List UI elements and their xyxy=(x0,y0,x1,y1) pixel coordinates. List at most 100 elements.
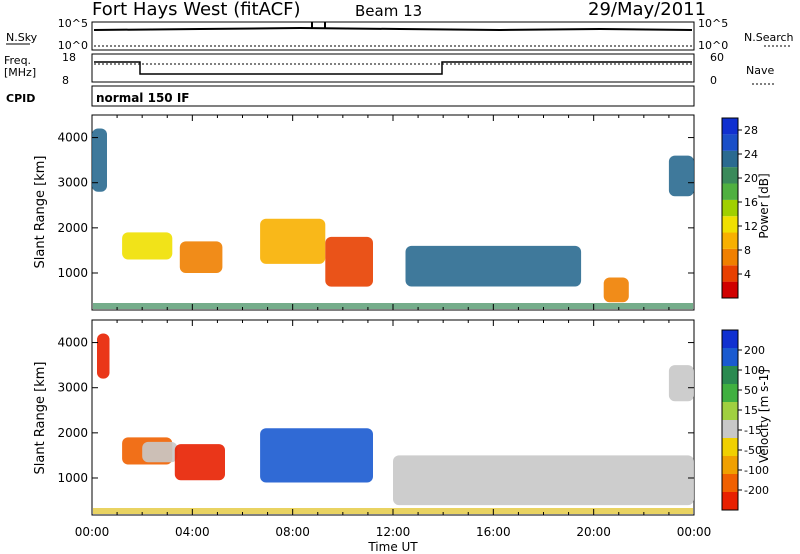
y-tick-label: 3000 xyxy=(57,381,88,395)
colorbar-tick-label: 12 xyxy=(744,220,758,233)
y-tick-label: 1000 xyxy=(57,266,88,280)
x-tick-label: 16:00 xyxy=(476,525,511,539)
colorbar-tick-label: 4 xyxy=(744,268,751,281)
colorbar-swatch xyxy=(722,167,738,184)
colorbar-swatch xyxy=(722,248,738,266)
colorbar-swatch xyxy=(722,183,738,200)
date-label: 29/May/2011 xyxy=(588,0,706,20)
y-tick-label: 3000 xyxy=(57,176,88,190)
x-tick-label: 04:00 xyxy=(175,525,210,539)
colorbar-tick-label: 100 xyxy=(744,364,765,377)
parameter-panels: N.Sky 10^5 10^0 10^5 10^0 N.Search Freq.… xyxy=(4,17,794,107)
colorbar-tick-label: 16 xyxy=(744,196,758,209)
colorbar-tick-label: 28 xyxy=(744,124,758,137)
nsky-trace xyxy=(93,26,693,32)
x-tick-label: 00:00 xyxy=(75,525,110,539)
colorbar-swatch xyxy=(722,420,738,438)
colorbar-tick-label: -15 xyxy=(744,424,762,437)
colorbar-swatch xyxy=(722,199,738,217)
power-panel-frame xyxy=(91,114,695,311)
nsky-panel-frame xyxy=(91,21,695,51)
radar-title: Fort Hays West (fitACF) xyxy=(92,0,301,20)
nsearch-label: N.Search xyxy=(744,31,794,44)
colorbar-swatch xyxy=(722,265,738,282)
cpid-panel-frame xyxy=(91,85,695,107)
cpid-label: CPID xyxy=(6,92,35,105)
colorbar-swatch xyxy=(722,281,738,298)
data-region xyxy=(668,155,694,197)
colorbar-tick-label: 24 xyxy=(744,148,758,161)
freq-tick-bottom: 8 xyxy=(62,74,69,87)
colorbar-swatch xyxy=(722,402,738,420)
colorbar-tick-label: 20 xyxy=(744,172,758,185)
nsky-tick-bottom: 10^0 xyxy=(58,39,88,52)
colorbar-frame xyxy=(721,329,739,511)
freq-trace xyxy=(94,61,692,75)
data-region xyxy=(174,444,225,481)
colorbar-swatch xyxy=(722,474,738,492)
y-tick-label: 4000 xyxy=(57,336,88,350)
nave-label: Nave xyxy=(746,64,774,77)
colorbar-swatch xyxy=(722,134,738,151)
colorbar-tick-label: 15 xyxy=(744,404,758,417)
colorbar-swatch xyxy=(722,366,738,384)
x-tick-label: 12:00 xyxy=(376,525,411,539)
power-colorbar: 4 8 12 16 20 24 28 xyxy=(721,117,758,299)
freq-tick-top: 18 xyxy=(62,51,76,64)
nsearch-tick-bottom: 10^0 xyxy=(698,39,728,52)
data-region xyxy=(393,455,694,506)
colorbar-tick-label: 8 xyxy=(744,244,751,257)
data-region xyxy=(92,128,107,192)
nsky-label: N.Sky xyxy=(6,31,38,44)
colorbar-swatch xyxy=(722,150,738,168)
nave-tick-top: 60 xyxy=(710,51,724,64)
beam-label: Beam 13 xyxy=(355,2,422,20)
freq-unit: [MHz] xyxy=(4,66,36,79)
colorbar-tick-label: 50 xyxy=(744,384,758,397)
data-region xyxy=(603,277,629,303)
y-tick-label: 1000 xyxy=(57,471,88,485)
power-colorbar-label: Power [dB] xyxy=(757,173,771,238)
colorbar-swatch xyxy=(722,456,738,474)
colorbar-tick-label: 200 xyxy=(744,344,765,357)
data-region xyxy=(260,218,326,264)
data-region xyxy=(668,365,694,402)
colorbar-swatch xyxy=(722,216,738,233)
colorbar-swatch xyxy=(722,492,738,510)
cpid-text: normal 150 IF xyxy=(96,91,190,105)
velocity-colorbar: 200 100 50 15 -15 -50 -100 -200 xyxy=(721,329,769,511)
colorbar-tick-label: -50 xyxy=(744,444,762,457)
velocity-ylabel: Slant Range [km] xyxy=(33,362,48,475)
x-tick-label: 00:00 xyxy=(677,525,712,539)
data-region xyxy=(405,245,582,287)
axes: 1000 2000 3000 4000 1000 2000 3000 4000 00:00 04:… xyxy=(57,115,711,539)
freq-label: Freq. xyxy=(4,54,31,67)
x-tick-label: 20:00 xyxy=(576,525,611,539)
x-tick-label: 08:00 xyxy=(275,525,310,539)
data-region xyxy=(179,241,223,273)
colorbar-swatch xyxy=(722,384,738,402)
nsky-tick-top: 10^5 xyxy=(58,17,88,30)
power-ylabel: Slant Range [km] xyxy=(33,156,48,269)
data-region xyxy=(325,236,373,287)
colorbar-swatch xyxy=(722,232,738,249)
y-tick-label: 4000 xyxy=(57,131,88,145)
y-tick-label: 2000 xyxy=(57,426,88,440)
freq-panel-frame xyxy=(91,53,695,83)
colorbar-swatch xyxy=(722,438,738,456)
y-tick-label: 2000 xyxy=(57,221,88,235)
velocity-colorbar-label: Velocity [m s-1] xyxy=(757,369,771,463)
colorbar-swatch xyxy=(722,348,738,366)
colorbar-tick-label: -100 xyxy=(744,464,769,477)
nsearch-tick-top: 10^5 xyxy=(698,17,728,30)
data-region xyxy=(142,441,178,463)
data-region xyxy=(122,232,173,260)
data-region xyxy=(97,333,110,379)
colorbar-swatch xyxy=(722,118,738,135)
colorbar-swatch xyxy=(722,330,738,348)
xlabel: Time UT xyxy=(367,540,418,554)
colorbar-tick-label: -200 xyxy=(744,484,769,497)
nave-tick-bottom: 0 xyxy=(710,74,717,87)
data-region xyxy=(260,428,373,483)
